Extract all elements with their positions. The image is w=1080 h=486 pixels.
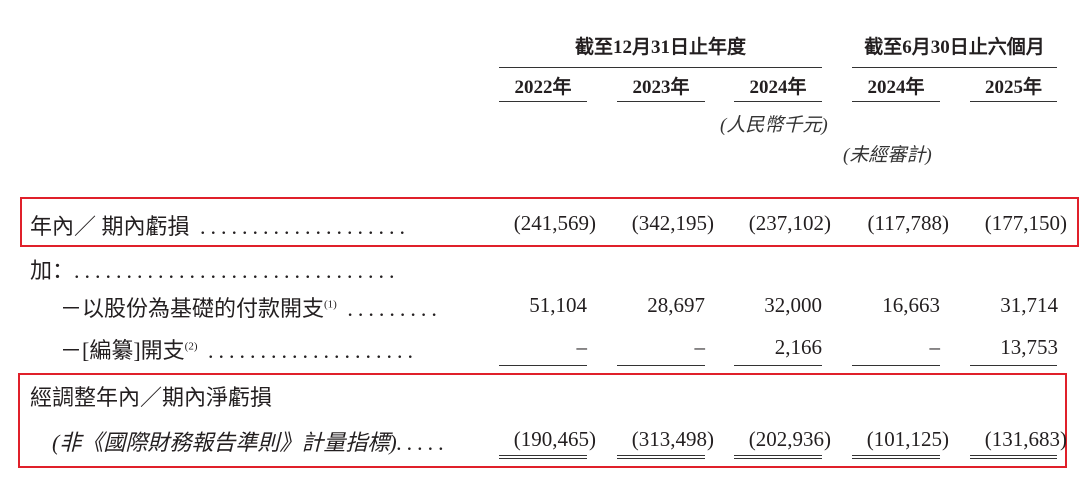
value-cell: 32,000 bbox=[764, 293, 822, 317]
row-label-listing-expense: －[編纂]開支(2) .................... bbox=[60, 333, 418, 365]
label-text: 加： bbox=[30, 258, 75, 283]
value-cell: (313,498) bbox=[631, 427, 714, 451]
value-cell: (117,788) bbox=[867, 211, 949, 235]
header-interim-rule bbox=[852, 67, 1057, 68]
year-rule bbox=[617, 101, 705, 102]
value-cell: (342,195) bbox=[631, 211, 714, 235]
subtotal-rule bbox=[617, 365, 705, 366]
row-label-adjusted-loss: 經調整年內／期內淨虧損 bbox=[30, 385, 273, 410]
label-text: (非《國際財務報告準則》計量指標) bbox=[52, 430, 397, 455]
subtotal-rule bbox=[852, 365, 940, 366]
total-double-rule bbox=[852, 455, 940, 459]
highlight-box-adjusted-loss bbox=[18, 373, 1067, 468]
year-rule bbox=[734, 101, 822, 102]
year-rule bbox=[970, 101, 1057, 102]
subtotal-rule bbox=[970, 365, 1057, 366]
leader-dots: .................... bbox=[189, 214, 411, 239]
value-cell: (237,102) bbox=[748, 211, 831, 235]
total-double-rule bbox=[970, 455, 1057, 459]
label-text: 年內／ 期內虧損 bbox=[30, 214, 190, 239]
value-cell: (202,936) bbox=[748, 427, 831, 451]
year-header: 2023年 bbox=[632, 77, 690, 98]
value-cell: – bbox=[929, 335, 941, 359]
subtotal-rule bbox=[499, 365, 587, 366]
value-cell: (177,150) bbox=[984, 211, 1067, 235]
total-double-rule bbox=[734, 455, 822, 459]
value-cell: (101,125) bbox=[866, 427, 949, 451]
year-header: 2024年 bbox=[749, 77, 807, 98]
value-cell: – bbox=[576, 335, 588, 359]
label-text: －以股份為基礎的付款開支 bbox=[60, 296, 325, 321]
row-label-share-based: －以股份為基礎的付款開支(1) ......... bbox=[60, 291, 442, 323]
subtotal-rule bbox=[734, 365, 822, 366]
value-cell: 31,714 bbox=[1000, 293, 1058, 317]
value-cell: 16,663 bbox=[882, 293, 940, 317]
total-double-rule bbox=[617, 455, 705, 459]
value-cell: (190,465) bbox=[513, 427, 596, 451]
leader-dots: ............................... bbox=[74, 258, 400, 283]
value-cell: (241,569) bbox=[513, 211, 596, 235]
value-cell: 51,104 bbox=[529, 293, 587, 317]
row-label-loss: 年內／ 期內虧損 .................... bbox=[30, 209, 410, 241]
currency-note: (人民幣千元) bbox=[720, 115, 828, 136]
leader-dots: ..... bbox=[396, 430, 450, 455]
row-label-non-ifrs: (非《國際財務報告準則》計量指標)..... bbox=[52, 425, 449, 457]
highlight-box-loss bbox=[20, 197, 1079, 247]
footnote-ref: (2) bbox=[184, 340, 198, 353]
year-header: 2025年 bbox=[984, 77, 1042, 98]
year-header: 2024年 bbox=[867, 77, 925, 98]
year-rule bbox=[852, 101, 940, 102]
value-cell: 2,166 bbox=[774, 335, 822, 359]
year-header: 2022年 bbox=[514, 77, 572, 98]
header-annual-rule bbox=[499, 67, 822, 68]
value-cell: (131,683) bbox=[984, 427, 1067, 451]
header-interim-period: 截至6月30日止六個月 bbox=[864, 37, 1045, 58]
leader-dots: ......... bbox=[336, 296, 442, 321]
total-double-rule bbox=[499, 455, 587, 459]
row-label-add: 加：............................... bbox=[30, 253, 400, 285]
value-cell: 13,753 bbox=[1000, 335, 1058, 359]
unaudited-note: (未經審計) bbox=[843, 145, 932, 166]
header-annual-period: 截至12月31日止年度 bbox=[574, 37, 746, 58]
value-cell: 28,697 bbox=[647, 293, 705, 317]
leader-dots: .................... bbox=[197, 338, 418, 363]
year-rule bbox=[499, 101, 587, 102]
value-cell: – bbox=[694, 335, 706, 359]
label-text: －[編纂]開支 bbox=[60, 338, 185, 363]
footnote-ref: (1) bbox=[324, 298, 337, 311]
